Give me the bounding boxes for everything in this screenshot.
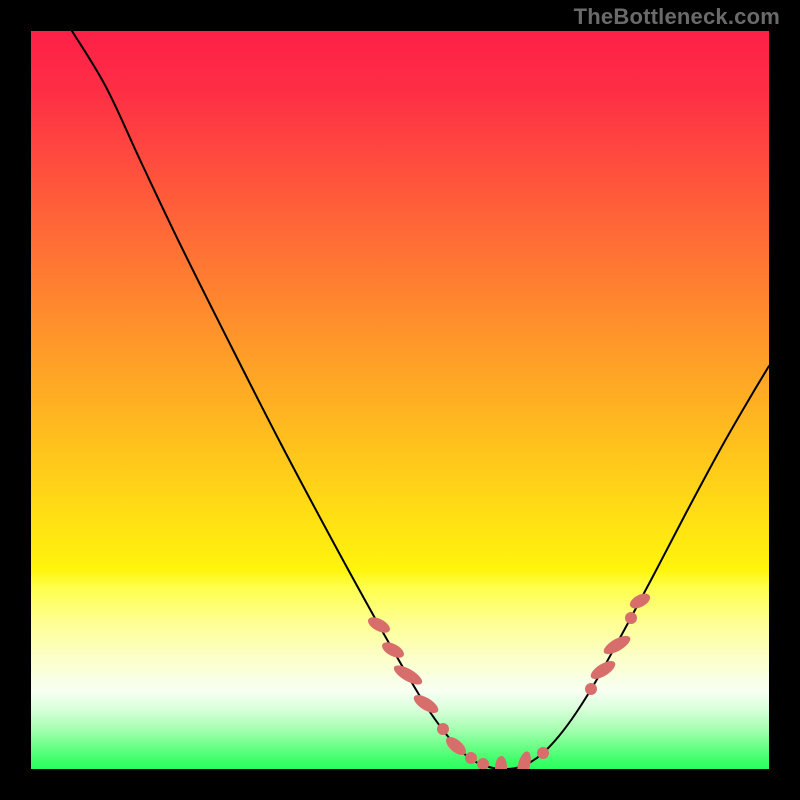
curve-marker [625,612,637,624]
curve-marker [627,591,652,612]
curve-marker [537,747,549,759]
curve-marker [411,691,441,716]
curve-marker [585,683,597,695]
curve-marker [465,752,477,764]
curve-marker [477,758,489,769]
curve-layer [31,31,769,769]
curve-marker [380,639,407,661]
curve-marker [437,723,449,735]
curve-marker [391,662,425,688]
curve-marker [601,632,633,657]
bottleneck-curve [72,31,769,769]
chart-area [31,31,769,769]
curve-marker [515,750,534,769]
curve-marker [588,657,618,682]
watermark-text: TheBottleneck.com [574,4,780,30]
curve-marker [495,756,508,769]
curve-marker [366,614,393,636]
